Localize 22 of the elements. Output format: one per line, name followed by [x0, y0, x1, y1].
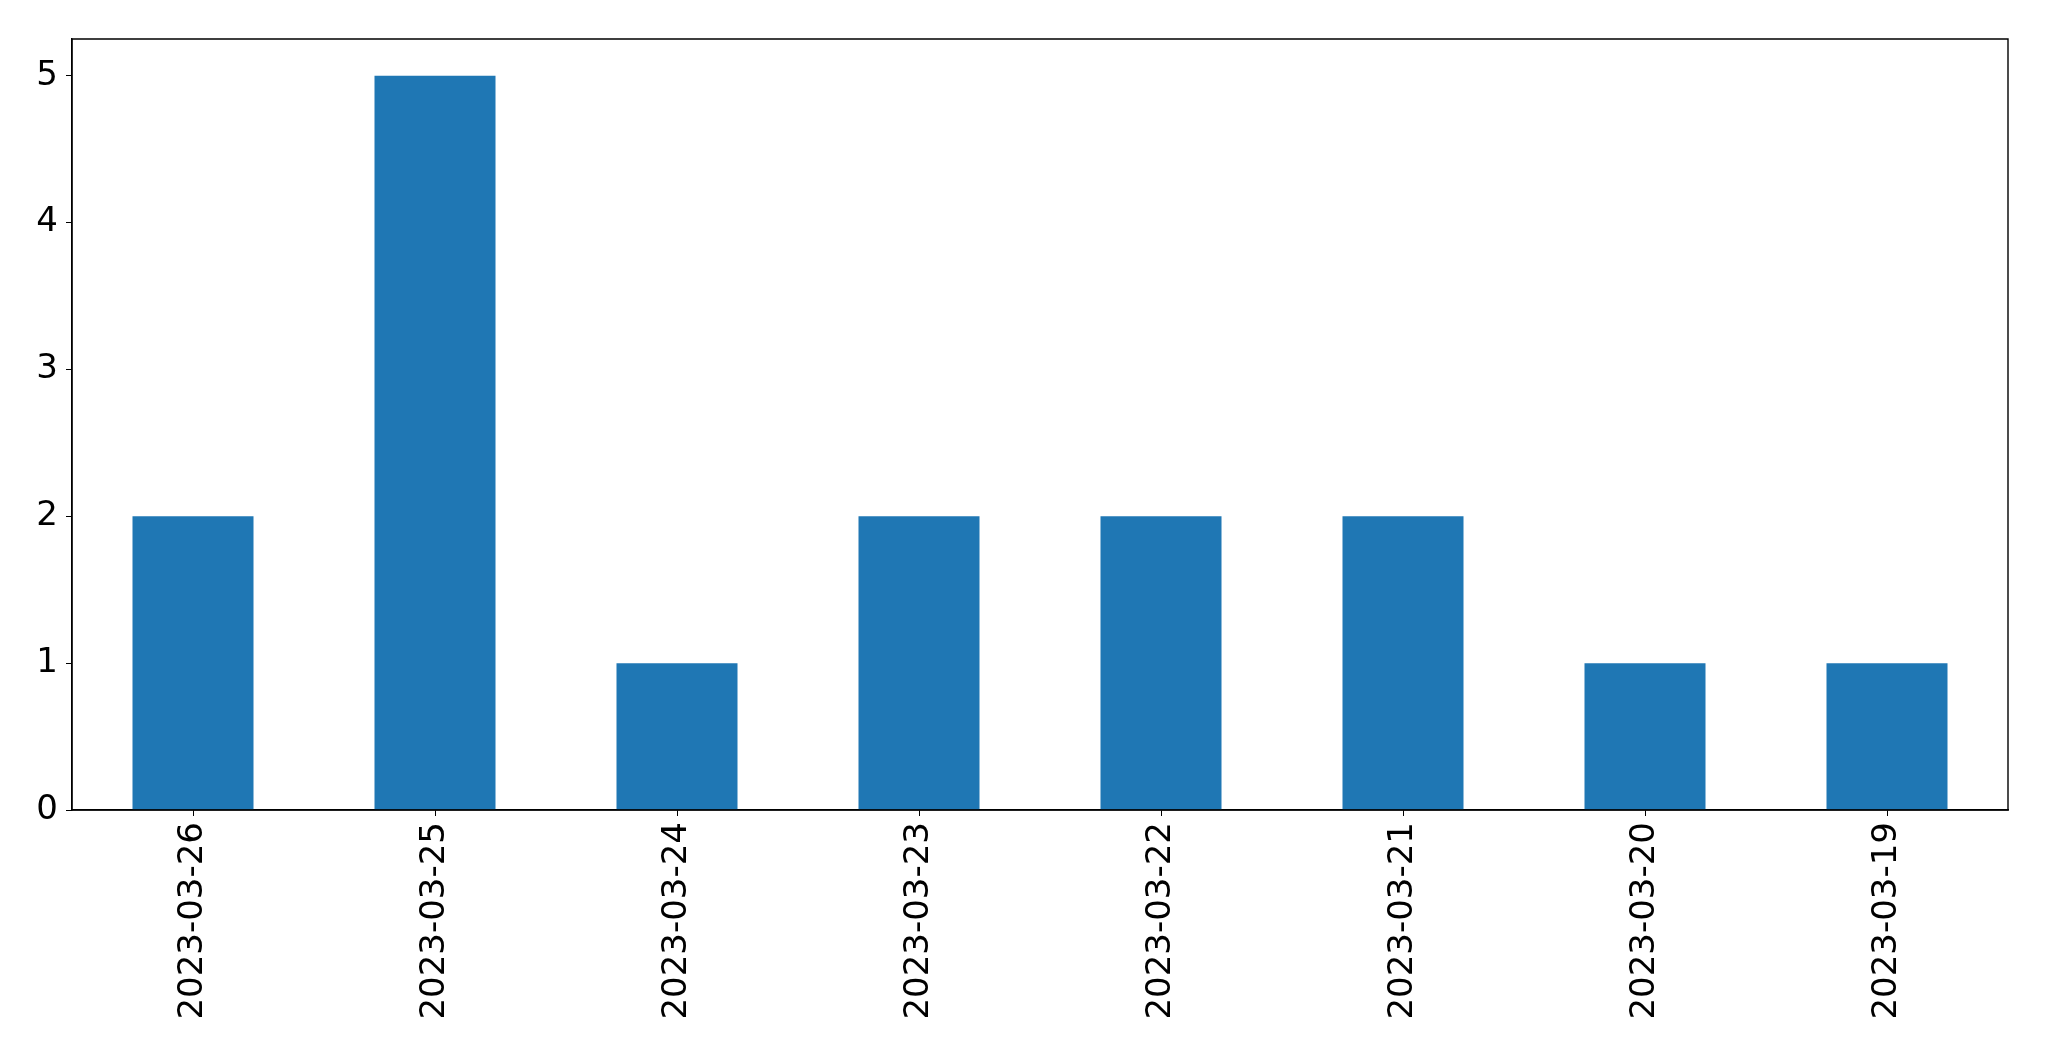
bar: [616, 663, 738, 810]
x-tick-label: 2023-03-24: [653, 822, 694, 1020]
bar: [1826, 663, 1948, 810]
x-tick-label: 2023-03-26: [169, 822, 210, 1020]
bar: [1342, 516, 1464, 810]
x-tick-label: 2023-03-20: [1621, 822, 1662, 1020]
bar: [374, 75, 496, 810]
y-tick-label: 2: [36, 493, 58, 534]
y-tick-label: 0: [36, 786, 58, 827]
x-tick-label: 2023-03-25: [411, 822, 452, 1020]
y-tick-label: 5: [36, 52, 58, 93]
bar: [1100, 516, 1222, 810]
x-tick-label: 2023-03-22: [1137, 822, 1178, 1020]
x-tick-label: 2023-03-21: [1379, 822, 1420, 1020]
y-tick-label: 1: [36, 639, 58, 680]
bar: [132, 516, 254, 810]
x-tick-label: 2023-03-23: [895, 822, 936, 1020]
y-tick-label: 4: [36, 199, 58, 240]
bar: [1584, 663, 1706, 810]
y-tick-label: 3: [36, 346, 58, 387]
bar: [858, 516, 980, 810]
x-tick-label: 2023-03-19: [1863, 822, 1904, 1020]
